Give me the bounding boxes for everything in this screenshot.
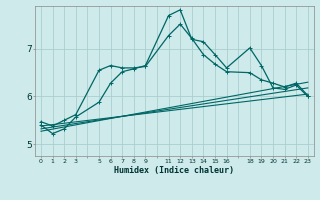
- X-axis label: Humidex (Indice chaleur): Humidex (Indice chaleur): [115, 166, 235, 175]
